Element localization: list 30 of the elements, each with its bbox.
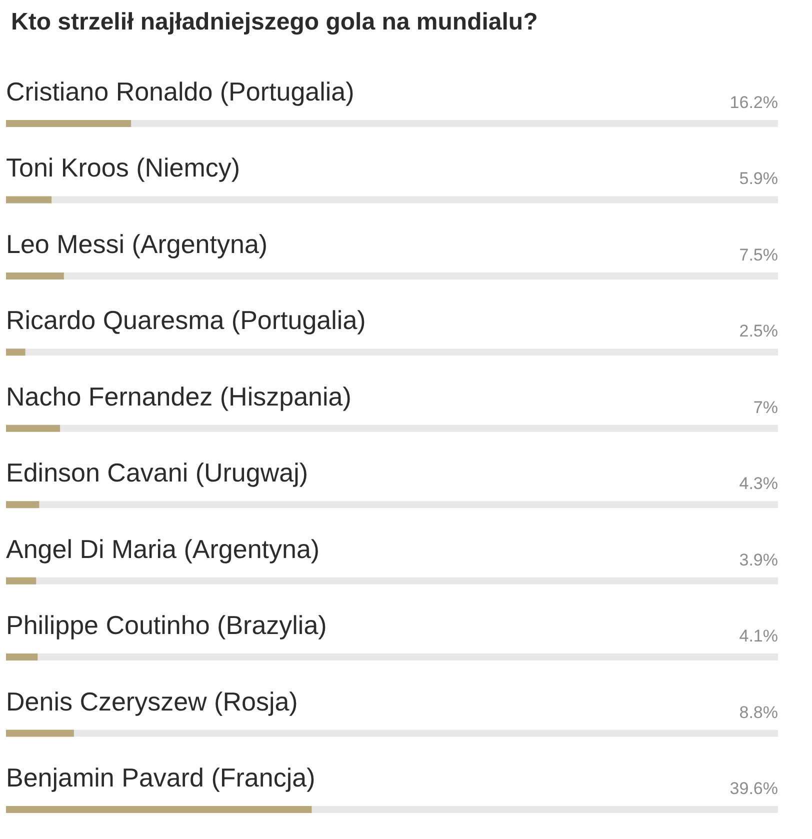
data-label: 16.2%	[730, 93, 778, 112]
data-label: 4.3%	[739, 474, 778, 494]
bar	[6, 120, 132, 127]
data-label: 2.5%	[739, 322, 778, 341]
y-tick-label: Benjamin Pavard (Francja)	[6, 762, 316, 792]
bar	[6, 577, 36, 584]
y-tick-label: Toni Kroos (Niemcy)	[6, 152, 240, 183]
y-tick-label: Ricardo Quaresma (Portugalia)	[6, 305, 366, 336]
data-label: 3.9%	[739, 550, 778, 570]
data-label: 7%	[753, 398, 778, 417]
y-tick-label: Cristiano Ronaldo (Portugalia)	[6, 76, 354, 106]
bar	[6, 348, 26, 356]
data-label: 8.8%	[739, 702, 778, 722]
y-tick-label: Philippe Coutinho (Brazylia)	[6, 610, 327, 640]
bar	[6, 424, 60, 432]
y-tick-label: Edinson Cavani (Urugwaj)	[6, 458, 308, 488]
data-label: 4.1%	[739, 626, 778, 646]
y-tick-label: Nacho Fernandez (Hiszpania)	[6, 381, 352, 412]
data-label: 5.9%	[739, 169, 778, 188]
y-tick-label: Leo Messi (Argentyna)	[6, 228, 268, 259]
y-tick-label: Angel Di Maria (Argentyna)	[6, 534, 320, 564]
bar	[6, 730, 74, 737]
data-label: 39.6%	[730, 779, 778, 798]
chart-title: Kto strzelił najładniejszego gola na mundialu?	[11, 8, 538, 36]
bar	[6, 272, 64, 280]
bar	[6, 501, 40, 508]
data-label: 7.5%	[739, 245, 778, 264]
bar	[6, 196, 52, 204]
bar	[6, 654, 38, 661]
y-tick-label: Denis Czeryszew (Rosja)	[6, 686, 298, 716]
